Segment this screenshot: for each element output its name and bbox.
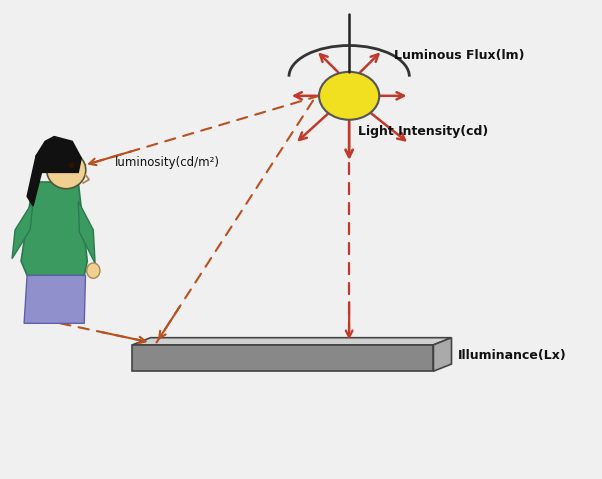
Ellipse shape bbox=[46, 151, 85, 189]
Polygon shape bbox=[132, 338, 452, 345]
Polygon shape bbox=[27, 156, 42, 206]
Polygon shape bbox=[55, 175, 72, 182]
Ellipse shape bbox=[87, 263, 100, 278]
Polygon shape bbox=[36, 137, 81, 172]
Text: Illuminance(Lx): Illuminance(Lx) bbox=[458, 349, 566, 362]
Polygon shape bbox=[78, 201, 95, 263]
Text: luminosity(cd/m²): luminosity(cd/m²) bbox=[114, 156, 219, 170]
Polygon shape bbox=[132, 345, 433, 371]
Text: Light Intensity(cd): Light Intensity(cd) bbox=[358, 125, 488, 138]
Text: Luminous Flux(lm): Luminous Flux(lm) bbox=[394, 48, 525, 62]
Polygon shape bbox=[24, 275, 85, 323]
Polygon shape bbox=[433, 338, 452, 371]
Polygon shape bbox=[21, 182, 87, 275]
Polygon shape bbox=[12, 201, 33, 259]
Ellipse shape bbox=[319, 72, 379, 120]
